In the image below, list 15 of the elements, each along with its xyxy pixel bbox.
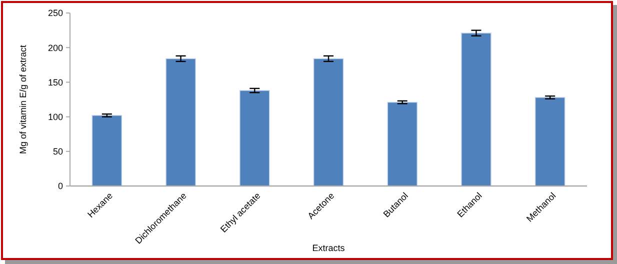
y-tick-label: 0: [58, 181, 63, 192]
bar: [534, 97, 566, 186]
y-tick-label: 50: [52, 146, 63, 157]
y-tick-label: 200: [48, 42, 63, 53]
bar: [461, 32, 492, 186]
bar: [387, 102, 418, 186]
y-tick-label: 150: [48, 77, 63, 88]
y-tick-label: 100: [48, 112, 63, 122]
bar: [313, 58, 344, 186]
y-axis-title: Mg of vitamin E/g of extract: [18, 44, 28, 154]
bar: [166, 58, 196, 186]
bar: [92, 115, 122, 186]
bar: [239, 90, 270, 186]
x-axis-title: Extracts: [312, 243, 346, 253]
y-tick-label: 250: [48, 8, 63, 18]
